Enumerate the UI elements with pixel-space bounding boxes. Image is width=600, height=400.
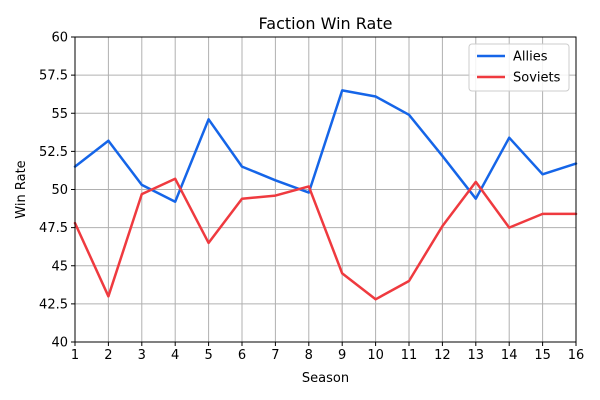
- x-tick-label: 11: [401, 348, 418, 363]
- y-axis-title: Win Rate: [14, 160, 29, 218]
- x-tick-label: 16: [568, 348, 585, 363]
- x-tick-label: 7: [271, 348, 279, 363]
- x-tick-label: 12: [434, 348, 451, 363]
- x-tick-label: 13: [468, 348, 485, 363]
- y-tick-label: 42.5: [39, 297, 68, 312]
- x-axis: 1 2 3 4 5 6 7 8 9 10 11 12 13 14 15 16: [71, 342, 584, 363]
- x-axis-title: Season: [302, 371, 349, 386]
- y-tick-label: 47.5: [39, 221, 68, 236]
- y-tick-label: 60: [51, 31, 68, 46]
- x-tick-label: 8: [305, 348, 313, 363]
- x-tick-label: 3: [138, 348, 146, 363]
- chart-title: Faction Win Rate: [259, 14, 393, 33]
- x-tick-label: 10: [367, 348, 384, 363]
- y-axis: 40 42.5 45 47.5 50 52.5 55 57.5 60: [39, 31, 75, 351]
- x-tick-label: 9: [338, 348, 346, 363]
- x-tick-label: 1: [71, 348, 79, 363]
- x-tick-label: 14: [501, 348, 518, 363]
- x-tick-label: 15: [534, 348, 551, 363]
- legend-label-soviets: Soviets: [513, 71, 561, 86]
- grid: [74, 36, 577, 343]
- y-tick-label: 50: [51, 183, 68, 198]
- y-tick-label: 55: [51, 107, 68, 122]
- x-tick-label: 6: [238, 348, 246, 363]
- x-tick-label: 4: [171, 348, 179, 363]
- y-tick-label: 57.5: [39, 69, 68, 84]
- x-tick-label: 2: [104, 348, 112, 363]
- y-tick-label: 52.5: [39, 145, 68, 160]
- y-tick-label: 45: [51, 259, 68, 274]
- y-tick-label: 40: [51, 336, 68, 351]
- legend: Allies Soviets: [468, 43, 570, 92]
- x-tick-label: 5: [204, 348, 212, 363]
- series-line-allies: [73, 89, 578, 203]
- series-line-soviets: [73, 177, 578, 301]
- legend-label-allies: Allies: [513, 50, 548, 65]
- series-lines: [73, 89, 578, 301]
